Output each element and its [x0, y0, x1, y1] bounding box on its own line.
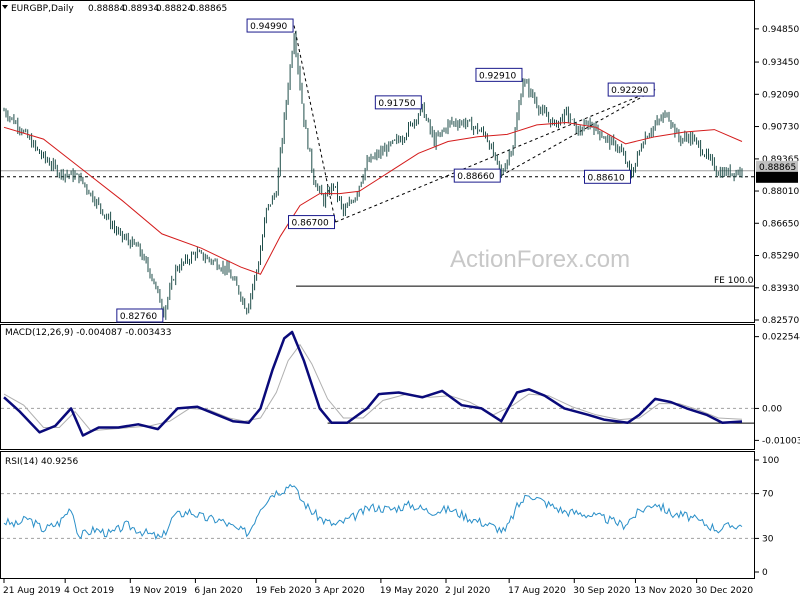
x-tick-label: 19 Nov 2019: [129, 586, 187, 596]
x-tick-label: 13 Nov 2020: [634, 586, 692, 596]
macd-line: [3, 330, 743, 437]
ohlc-close: 0.88865: [190, 4, 227, 14]
price-y-tick-label: 0.89365: [762, 155, 799, 165]
level-annotation-box: [246, 18, 294, 33]
price-y-tick-label: 0.93450: [762, 58, 799, 68]
trendline: [335, 89, 656, 223]
x-tick-label: 2 Jul 2020: [445, 586, 490, 596]
x-tick-label: 19 Feb 2020: [256, 586, 312, 596]
moving-average-line: [3, 121, 743, 275]
level-annotation-box: [116, 308, 164, 323]
price-y-tick-label: 0.90730: [762, 123, 799, 133]
level-annotation-box: [475, 67, 523, 82]
level-annotation-label: 0.86700: [292, 219, 329, 229]
x-axis: 21 Aug 2019 4 Oct 2019 19 Nov 2019 6 Jan 20…: [3, 579, 753, 596]
level-annotation-box: [288, 215, 336, 230]
rsi-line: [3, 483, 743, 541]
rsi-y-tick-label: 0: [762, 568, 768, 578]
x-tick-label: 30 Dec 2020: [696, 586, 754, 596]
price-axis-tag-label: 0.88610: [759, 174, 796, 184]
x-tick-label: 3 Apr 2020: [315, 586, 365, 596]
rsi-y-tick-label: 30: [762, 534, 774, 544]
price-axis-tag: [756, 171, 798, 183]
macd-label: MACD(12,26,9) -0.004087 -0.003433: [5, 328, 171, 338]
level-annotation-box: [583, 169, 631, 184]
rsi-panel: 100 70 30 0: [1, 456, 779, 578]
rsi-panel-frame: [0, 451, 755, 579]
ohlc-low: 0.88824: [156, 4, 193, 14]
level-annotation-box: [374, 95, 422, 110]
price-y-tick-label: 0.85290: [762, 252, 799, 262]
price-bars: [3, 30, 743, 320]
x-tick-label: 6 Jan 2020: [194, 586, 242, 596]
macd-y-tick-label: 0.00: [762, 404, 782, 414]
x-tick-label: 17 Aug 2020: [508, 586, 566, 596]
level-annotation-label: 0.92290: [611, 86, 648, 96]
level-annotation-label: 0.92910: [479, 71, 516, 81]
x-tick-label: 30 Sep 2020: [573, 586, 630, 596]
rsi-y-tick-label: 100: [762, 456, 779, 466]
x-tick-label: 4 Oct 2019: [64, 586, 114, 596]
rsi-label: RSI(14) 40.9256: [5, 457, 78, 467]
level-annotation-label: 0.82760: [120, 312, 157, 322]
level-annotation-box: [607, 82, 655, 97]
price-panel-frame: [0, 0, 755, 323]
x-tick-label: 21 Aug 2019: [3, 586, 61, 596]
level-annotation-label: 0.88610: [587, 173, 624, 183]
price-y-tick-label: 0.92090: [762, 90, 799, 100]
x-tick-label: 19 May 2020: [380, 586, 439, 596]
price-y-tick-label: 0.88010: [762, 187, 799, 197]
macd-y-tick-label: 0.022544: [762, 333, 800, 343]
ohlc-high: 0.88934: [122, 4, 159, 14]
watermark: ActionForex.com: [450, 246, 630, 273]
fe-line-label: FE 100.0: [714, 276, 754, 286]
price-y-tick-label: 0.83930: [762, 284, 799, 294]
macd-signal-line: [3, 343, 743, 432]
level-annotation-label: 0.94990: [250, 22, 287, 32]
macd-panel-frame: [0, 324, 755, 450]
trendline: [501, 89, 656, 177]
price-y-tick-label: 0.86650: [762, 219, 799, 229]
level-annotation-label: 0.91750: [378, 99, 415, 109]
price-panel: 0.94850 0.93450 0.92090 0.90730 0.89365 0.880…: [1, 18, 799, 326]
symbol-label: EURGBP,Daily: [11, 4, 74, 14]
level-annotation-label: 0.88660: [457, 172, 494, 182]
collapse-arrow-icon[interactable]: [2, 5, 8, 9]
price-axis-tag-label: 0.88865: [759, 163, 796, 173]
ohlc-open: 0.88884: [88, 4, 125, 14]
macd-panel: 0.022544 0.00 -0.010039: [1, 330, 800, 446]
price-y-tick-label: 0.94850: [762, 25, 799, 35]
rsi-y-tick-label: 70: [762, 490, 774, 500]
level-annotation-box: [453, 168, 501, 183]
price-axis-tag: [756, 160, 798, 172]
macd-y-tick-label: -0.010039: [762, 436, 800, 446]
price-y-tick-label: 0.82570: [762, 316, 799, 326]
